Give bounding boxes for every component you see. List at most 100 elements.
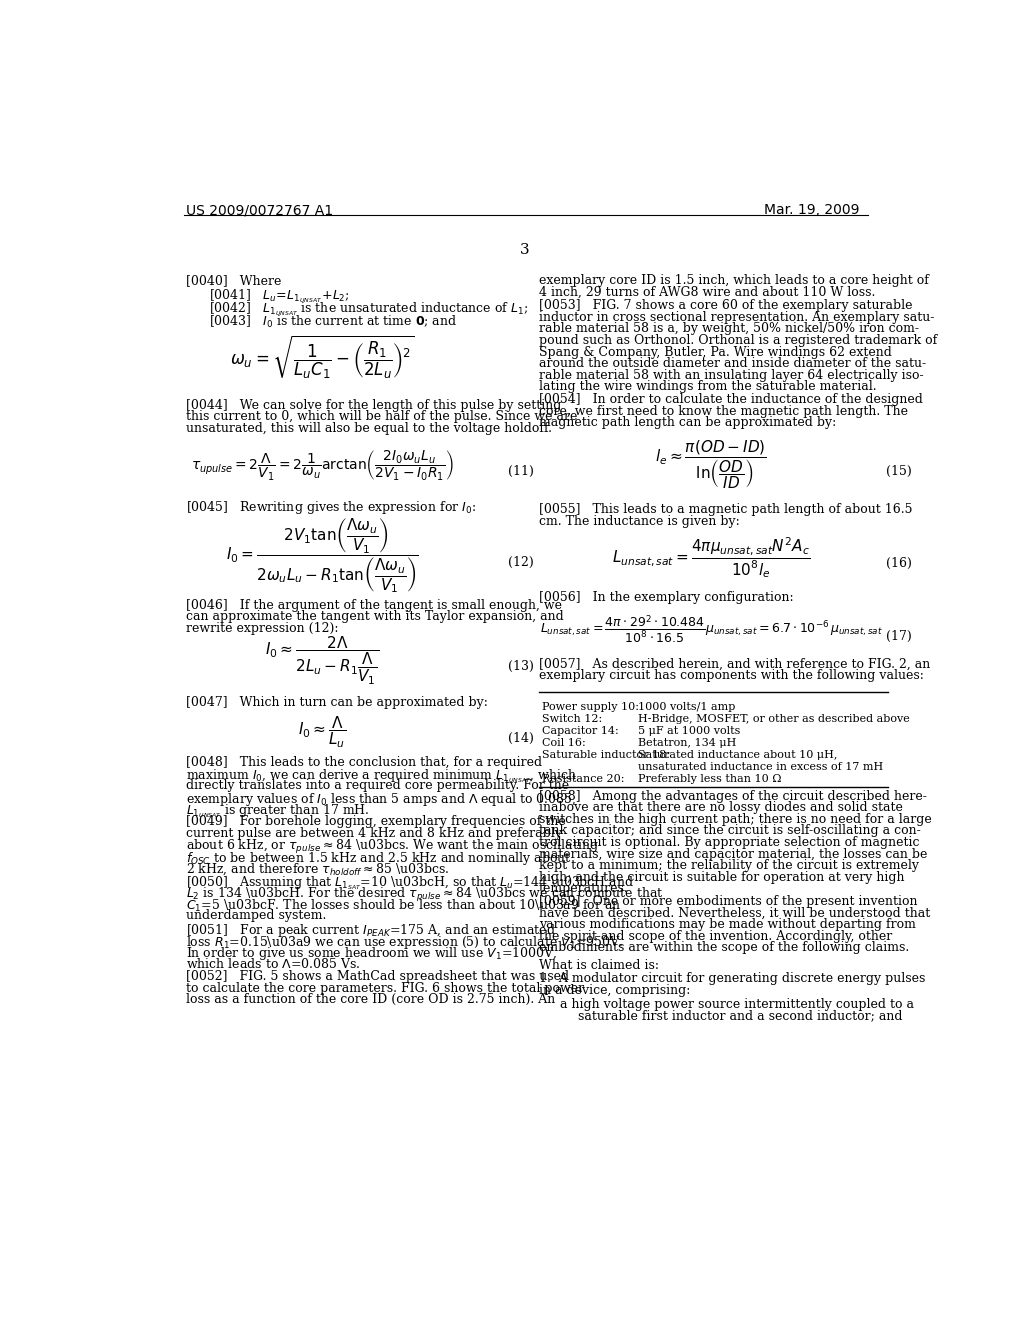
Text: [0045]   Rewriting gives the expression for $I_0$:: [0045] Rewriting gives the expression fo… xyxy=(186,499,476,516)
Text: rable material 58 with an insulating layer 64 electrically iso-: rable material 58 with an insulating lay… xyxy=(539,368,924,381)
Text: What is claimed is:: What is claimed is: xyxy=(539,960,658,973)
Text: Preferably less than 10 Ω: Preferably less than 10 Ω xyxy=(638,774,781,784)
Text: a high voltage power source intermittently coupled to a: a high voltage power source intermittent… xyxy=(560,998,914,1011)
Text: 5 μF at 1000 volts: 5 μF at 1000 volts xyxy=(638,726,740,735)
Text: Saturated inductance about 10 μH,: Saturated inductance about 10 μH, xyxy=(638,750,838,760)
Text: [0042]   $L_{1_{UNSAT}}$ is the unsaturated inductance of $L_1$;: [0042] $L_{1_{UNSAT}}$ is the unsaturate… xyxy=(209,301,528,318)
Text: (12): (12) xyxy=(508,556,534,569)
Text: (11): (11) xyxy=(508,465,534,478)
Text: tank capacitor; and since the circuit is self-oscillating a con-: tank capacitor; and since the circuit is… xyxy=(539,825,921,837)
Text: rable material 58 is a, by weight, 50% nickel/50% iron com-: rable material 58 is a, by weight, 50% n… xyxy=(539,322,919,335)
Text: materials, wire size and capacitor material, the losses can be: materials, wire size and capacitor mater… xyxy=(539,847,927,861)
Text: switches in the high current path; there is no need for a large: switches in the high current path; there… xyxy=(539,813,932,826)
Text: current pulse are between 4 kHz and 8 kHz and preferably: current pulse are between 4 kHz and 8 kH… xyxy=(186,826,562,840)
Text: maximum $I_0$, we can derive a required minimum $L_{1_{UNSAT}}$, which: maximum $I_0$, we can derive a required … xyxy=(186,767,578,785)
Text: directly translates into a required core permeability. For the: directly translates into a required core… xyxy=(186,779,569,792)
Text: core, we first need to know the magnetic path length. The: core, we first need to know the magnetic… xyxy=(539,405,907,418)
Text: [0043]   $I_0$ is the current at time $\mathbf{0}$; and: [0043] $I_0$ is the current at time $\ma… xyxy=(209,314,458,330)
Text: loss as a function of the core ID (core OD is 2.75 inch). An: loss as a function of the core ID (core … xyxy=(186,993,555,1006)
Text: magnetic path length can be approximated by:: magnetic path length can be approximated… xyxy=(539,416,836,429)
Text: [0056]   In the exemplary configuration:: [0056] In the exemplary configuration: xyxy=(539,591,794,605)
Text: Betatron, 134 μH: Betatron, 134 μH xyxy=(638,738,736,748)
Text: saturable first inductor and a second inductor; and: saturable first inductor and a second in… xyxy=(578,1010,902,1022)
Text: $\omega_u = \sqrt{\dfrac{1}{L_u C_1} - \left(\dfrac{R_1}{2L_u}\right)^{\!2}}$: $\omega_u = \sqrt{\dfrac{1}{L_u C_1} - \… xyxy=(230,334,415,380)
Text: [0057]   As described herein, and with reference to FIG. 2, an: [0057] As described herein, and with ref… xyxy=(539,657,930,671)
Text: cm. The inductance is given by:: cm. The inductance is given by: xyxy=(539,515,739,528)
Text: about 6 kHz, or $\tau_{pulse}$$\approx$84 \u03bcs. We want the main oscillating: about 6 kHz, or $\tau_{pulse}$$\approx$8… xyxy=(186,838,599,857)
Text: 1.  A modulator circuit for generating discrete energy pulses: 1. A modulator circuit for generating di… xyxy=(539,973,925,985)
Text: (13): (13) xyxy=(508,660,534,673)
Text: [0046]   If the argument of the tangent is small enough, we: [0046] If the argument of the tangent is… xyxy=(186,599,562,612)
Text: $I_0 \approx \dfrac{\Lambda}{L_u}$: $I_0 \approx \dfrac{\Lambda}{L_u}$ xyxy=(298,714,346,750)
Text: In order to give us some headroom we will use $V_1$=1000V,: In order to give us some headroom we wil… xyxy=(186,945,557,962)
Text: Power supply 10:: Power supply 10: xyxy=(542,702,639,711)
Text: [0041]   $L_u\!=\!L_{1_{UNSAT}}\!+\!L_2$;: [0041] $L_u\!=\!L_{1_{UNSAT}}\!+\!L_2$; xyxy=(209,288,350,305)
Text: this current to 0, which will be half of the pulse. Since we are: this current to 0, which will be half of… xyxy=(186,411,578,424)
Text: (17): (17) xyxy=(886,630,911,643)
Text: $l_e \approx \dfrac{\pi(OD - ID)}{\ln\!\left(\dfrac{OD}{ID}\right)}$: $l_e \approx \dfrac{\pi(OD - ID)}{\ln\!\… xyxy=(655,438,767,491)
Text: $I_0 \approx \dfrac{2\Lambda}{2L_u - R_1\dfrac{\Lambda}{V_1}}$: $I_0 \approx \dfrac{2\Lambda}{2L_u - R_1… xyxy=(265,635,380,686)
Text: Resistance 20:: Resistance 20: xyxy=(542,774,625,784)
Text: have been described. Nevertheless, it will be understood that: have been described. Nevertheless, it wi… xyxy=(539,907,930,920)
Text: [0050]   Assuming that $L_{1_{SAT}}$=10 \u03bcH, so that $L_u$=144 \u03bcH and: [0050] Assuming that $L_{1_{SAT}}$=10 \u… xyxy=(186,875,634,892)
Text: Capacitor 14:: Capacitor 14: xyxy=(542,726,618,735)
Text: underdamped system.: underdamped system. xyxy=(186,909,327,923)
Text: to calculate the core parameters. FIG. 6 shows the total power: to calculate the core parameters. FIG. 6… xyxy=(186,982,585,994)
Text: $\tau_{upulse} = 2\dfrac{\Lambda}{V_1} = 2\dfrac{1}{\omega_u}\arctan\!\left(\dfr: $\tau_{upulse} = 2\dfrac{\Lambda}{V_1} =… xyxy=(191,447,454,482)
Text: Spang & Company, Butler, Pa. Wire windings 62 extend: Spang & Company, Butler, Pa. Wire windin… xyxy=(539,346,892,359)
Text: (16): (16) xyxy=(886,557,911,570)
Text: [0052]   FIG. 5 shows a MathCad spreadsheet that was used: [0052] FIG. 5 shows a MathCad spreadshee… xyxy=(186,970,569,983)
Text: [0053]   FIG. 7 shows a core 60 of the exemplary saturable: [0053] FIG. 7 shows a core 60 of the exe… xyxy=(539,300,912,313)
Text: 1000 volts/1 amp: 1000 volts/1 amp xyxy=(638,702,735,711)
Text: $L_{unsat,sat} = \dfrac{4\pi \cdot 29^2 \cdot 10.484}{10^8 \cdot 16.5}\mu_{unsat: $L_{unsat,sat} = \dfrac{4\pi \cdot 29^2 … xyxy=(540,614,883,645)
Text: [0055]   This leads to a magnetic path length of about 16.5: [0055] This leads to a magnetic path len… xyxy=(539,503,912,516)
Text: (14): (14) xyxy=(508,733,534,744)
Text: loss $R_1$=0.15\u03a9 we can use expression (5) to calculate $V_1$=950V.: loss $R_1$=0.15\u03a9 we can use express… xyxy=(186,933,624,950)
Text: unsaturated inductance in excess of 17 mH: unsaturated inductance in excess of 17 m… xyxy=(638,762,883,772)
Text: high; and the circuit is suitable for operation at very high: high; and the circuit is suitable for op… xyxy=(539,871,904,883)
Text: [0058]   Among the advantages of the circuit described here-: [0058] Among the advantages of the circu… xyxy=(539,789,927,803)
Text: [0059]   One or more embodiments of the present invention: [0059] One or more embodiments of the pr… xyxy=(539,895,918,908)
Text: 4 inch, 29 turns of AWG8 wire and about 110 W loss.: 4 inch, 29 turns of AWG8 wire and about … xyxy=(539,285,876,298)
Text: Switch 12:: Switch 12: xyxy=(542,714,602,723)
Text: [0040]   Where: [0040] Where xyxy=(186,275,282,286)
Text: rewrite expression (12):: rewrite expression (12): xyxy=(186,622,339,635)
Text: [0044]   We can solve for the length of this pulse by setting: [0044] We can solve for the length of th… xyxy=(186,399,561,412)
Text: exemplary core ID is 1.5 inch, which leads to a core height of: exemplary core ID is 1.5 inch, which lea… xyxy=(539,275,929,286)
Text: $C_1$=5 \u03bcF. The losses should be less than about 10\u03a9 for an: $C_1$=5 \u03bcF. The losses should be le… xyxy=(186,898,622,913)
Text: inductor in cross sectional representation. An exemplary satu-: inductor in cross sectional representati… xyxy=(539,312,934,323)
Text: [0054]   In order to calculate the inductance of the designed: [0054] In order to calculate the inducta… xyxy=(539,393,923,407)
Text: lating the wire windings from the saturable material.: lating the wire windings from the satura… xyxy=(539,380,877,393)
Text: Saturable inductor 18:: Saturable inductor 18: xyxy=(542,750,670,760)
Text: exemplary circuit has components with the following values:: exemplary circuit has components with th… xyxy=(539,669,924,682)
Text: exemplary values of $I_0$ less than 5 amps and $\Lambda$ equal to 0.085,: exemplary values of $I_0$ less than 5 am… xyxy=(186,791,577,808)
Text: around the outside diameter and inside diameter of the satu-: around the outside diameter and inside d… xyxy=(539,358,926,370)
Text: US 2009/0072767 A1: US 2009/0072767 A1 xyxy=(186,203,333,216)
Text: $I_0 = \dfrac{2V_1\tan\!\left(\dfrac{\Lambda\omega_u}{V_1}\right)}{2\omega_u L_u: $I_0 = \dfrac{2V_1\tan\!\left(\dfrac{\La… xyxy=(226,516,419,595)
Text: various modifications may be made without departing from: various modifications may be made withou… xyxy=(539,919,915,932)
Text: [0047]   Which in turn can be approximated by:: [0047] Which in turn can be approximated… xyxy=(186,696,488,709)
Text: embodiments are within the scope of the following claims.: embodiments are within the scope of the … xyxy=(539,941,909,954)
Text: temperatures.: temperatures. xyxy=(539,882,629,895)
Text: can approximate the tangent with its Taylor expansion, and: can approximate the tangent with its Tay… xyxy=(186,610,564,623)
Text: H-Bridge, MOSFET, or other as described above: H-Bridge, MOSFET, or other as described … xyxy=(638,714,909,723)
Text: pound such as Orthonol. Orthonal is a registered trademark of: pound such as Orthonol. Orthonal is a re… xyxy=(539,334,937,347)
Text: the spirit and scope of the invention. Accordingly, other: the spirit and scope of the invention. A… xyxy=(539,929,892,942)
Text: in a device, comprising:: in a device, comprising: xyxy=(539,983,690,997)
Text: 2 kHz, and therefore $\tau_{holdoff}$$\approx$85 \u03bcs.: 2 kHz, and therefore $\tau_{holdoff}$$\a… xyxy=(186,862,450,876)
Text: unsaturated, this will also be equal to the voltage holdoff.: unsaturated, this will also be equal to … xyxy=(186,422,552,434)
Text: [0048]   This leads to the conclusion that, for a required: [0048] This leads to the conclusion that… xyxy=(186,756,543,770)
Text: trol circuit is optional. By appropriate selection of magnetic: trol circuit is optional. By appropriate… xyxy=(539,836,920,849)
Text: Coil 16:: Coil 16: xyxy=(542,738,586,748)
Text: [0051]   For a peak current $I_{PEAK}$=175 A, and an estimated: [0051] For a peak current $I_{PEAK}$=175… xyxy=(186,923,556,940)
Text: which leads to $\Lambda$=0.085 Vs.: which leads to $\Lambda$=0.085 Vs. xyxy=(186,957,360,972)
Text: kept to a minimum; the reliability of the circuit is extremely: kept to a minimum; the reliability of th… xyxy=(539,859,919,873)
Text: Mar. 19, 2009: Mar. 19, 2009 xyxy=(764,203,859,216)
Text: $L_2$ is 134 \u03bcH. For the desired $\tau_{pulse}$$\approx$84 \u03bcs we can c: $L_2$ is 134 \u03bcH. For the desired $\… xyxy=(186,886,664,904)
Text: [0049]   For borehole logging, exemplary frequencies of the: [0049] For borehole logging, exemplary f… xyxy=(186,816,566,828)
Text: $f_{OSC}$ to be between 1.5 kHz and 2.5 kHz and nominally about: $f_{OSC}$ to be between 1.5 kHz and 2.5 … xyxy=(186,850,571,867)
Text: (15): (15) xyxy=(886,465,911,478)
Text: $L_{1_{UNSAT}}$ is greater than 17 mH.: $L_{1_{UNSAT}}$ is greater than 17 mH. xyxy=(186,803,370,820)
Text: 3: 3 xyxy=(520,243,529,257)
Text: $L_{unsat,sat} = \dfrac{4\pi\mu_{unsat,sat} N^2 A_c}{10^8 l_e}$: $L_{unsat,sat} = \dfrac{4\pi\mu_{unsat,s… xyxy=(612,535,811,579)
